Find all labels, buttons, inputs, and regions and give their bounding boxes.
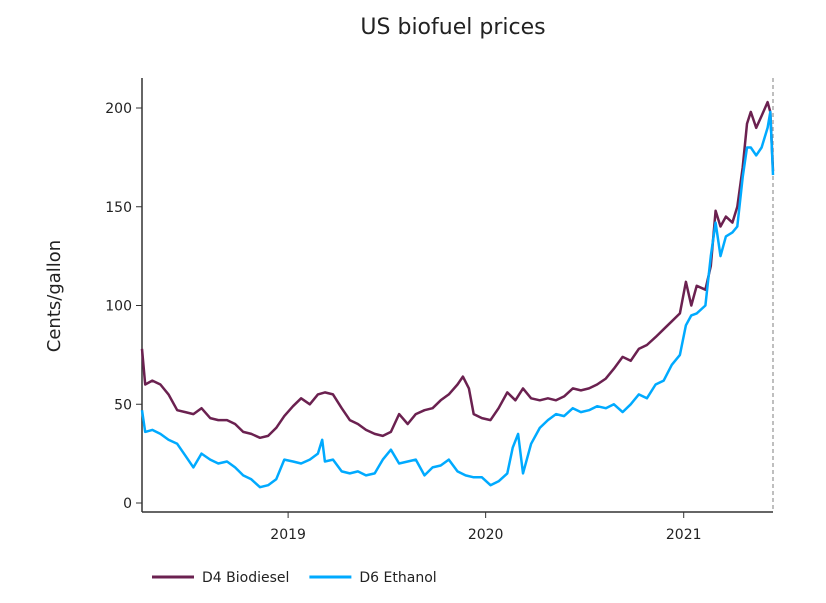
y-tick-label: 150	[105, 200, 132, 216]
y-tick-label: 50	[114, 397, 132, 413]
plot-area	[140, 100, 775, 489]
x-tick-label: 2021	[666, 527, 702, 543]
axes: 0 50 100 150 200 2019 2020 2021	[105, 78, 774, 543]
series-line-d4-biodiesel	[140, 100, 775, 440]
legend: D4 Biodiesel D6 Ethanol	[152, 570, 437, 586]
x-tick-label: 2019	[270, 527, 306, 543]
y-tick-label: 100	[105, 299, 132, 315]
legend-label: D4 Biodiesel	[202, 570, 289, 586]
chart-title: US biofuel prices	[360, 15, 545, 40]
legend-label: D6 Ethanol	[359, 570, 436, 586]
y-axis-label: Cents/gallon	[44, 240, 65, 352]
y-tick-label: 200	[105, 101, 132, 117]
y-tick-label: 0	[123, 496, 132, 512]
series-line-d6-ethanol	[140, 110, 775, 489]
x-tick-label: 2020	[468, 527, 504, 543]
